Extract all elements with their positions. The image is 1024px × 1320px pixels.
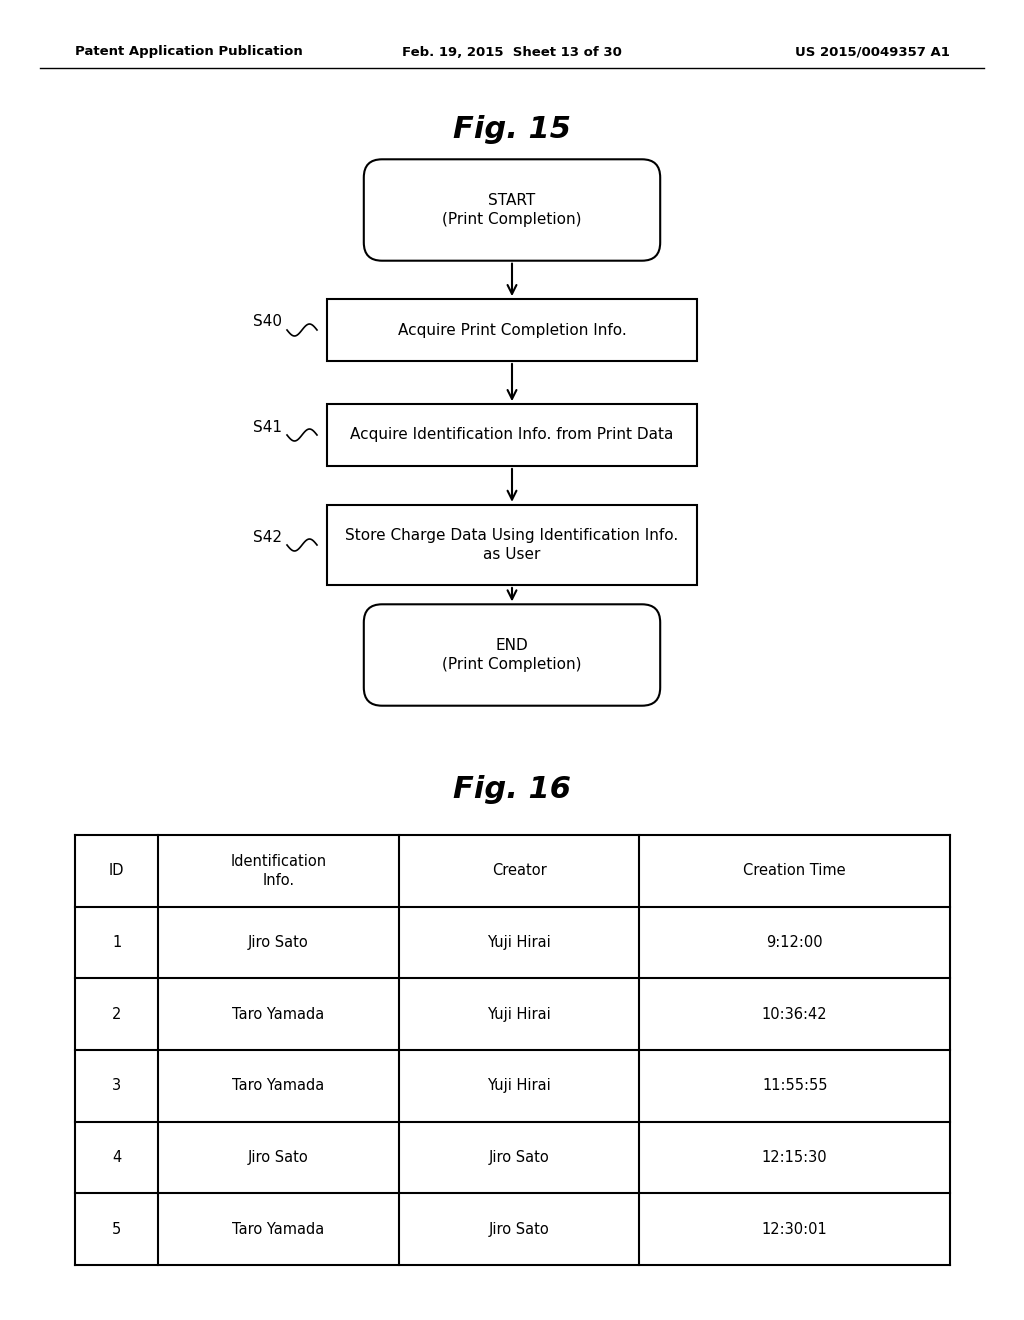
- Text: END
(Print Completion): END (Print Completion): [442, 638, 582, 672]
- Text: Store Charge Data Using Identification Info.
as User: Store Charge Data Using Identification I…: [345, 528, 679, 562]
- Text: Creator: Creator: [492, 863, 547, 878]
- Text: 4: 4: [112, 1150, 121, 1166]
- Text: 10:36:42: 10:36:42: [762, 1007, 827, 1022]
- Text: Creation Time: Creation Time: [743, 863, 846, 878]
- Text: Feb. 19, 2015  Sheet 13 of 30: Feb. 19, 2015 Sheet 13 of 30: [402, 45, 622, 58]
- Text: Acquire Identification Info. from Print Data: Acquire Identification Info. from Print …: [350, 428, 674, 442]
- Text: US 2015/0049357 A1: US 2015/0049357 A1: [795, 45, 950, 58]
- Bar: [327, 404, 697, 466]
- Text: 11:55:55: 11:55:55: [762, 1078, 827, 1093]
- Bar: [327, 506, 697, 585]
- Text: S42: S42: [253, 529, 282, 544]
- Text: 2: 2: [112, 1007, 121, 1022]
- Text: 9:12:00: 9:12:00: [766, 935, 823, 950]
- Bar: [327, 300, 697, 360]
- Text: 5: 5: [112, 1222, 121, 1237]
- Text: Jiro Sato: Jiro Sato: [488, 1150, 550, 1166]
- Text: S41: S41: [253, 420, 282, 434]
- Text: Taro Yamada: Taro Yamada: [232, 1078, 325, 1093]
- Text: Jiro Sato: Jiro Sato: [488, 1222, 550, 1237]
- Text: ID: ID: [109, 863, 124, 878]
- Text: Taro Yamada: Taro Yamada: [232, 1222, 325, 1237]
- Text: 1: 1: [112, 935, 121, 950]
- Text: 12:15:30: 12:15:30: [762, 1150, 827, 1166]
- Text: Jiro Sato: Jiro Sato: [248, 935, 309, 950]
- Text: 12:30:01: 12:30:01: [762, 1222, 827, 1237]
- Text: Fig. 16: Fig. 16: [453, 776, 571, 804]
- Text: Yuji Hirai: Yuji Hirai: [487, 1078, 551, 1093]
- Text: 3: 3: [112, 1078, 121, 1093]
- Text: S40: S40: [253, 314, 282, 330]
- Text: Acquire Print Completion Info.: Acquire Print Completion Info.: [397, 322, 627, 338]
- Text: Fig. 15: Fig. 15: [453, 116, 571, 144]
- Text: Patent Application Publication: Patent Application Publication: [75, 45, 303, 58]
- Text: Yuji Hirai: Yuji Hirai: [487, 1007, 551, 1022]
- Text: Yuji Hirai: Yuji Hirai: [487, 935, 551, 950]
- Text: Taro Yamada: Taro Yamada: [232, 1007, 325, 1022]
- Text: Jiro Sato: Jiro Sato: [248, 1150, 309, 1166]
- Text: Identification
Info.: Identification Info.: [230, 854, 327, 887]
- FancyBboxPatch shape: [364, 605, 660, 706]
- Text: START
(Print Completion): START (Print Completion): [442, 193, 582, 227]
- FancyBboxPatch shape: [364, 160, 660, 261]
